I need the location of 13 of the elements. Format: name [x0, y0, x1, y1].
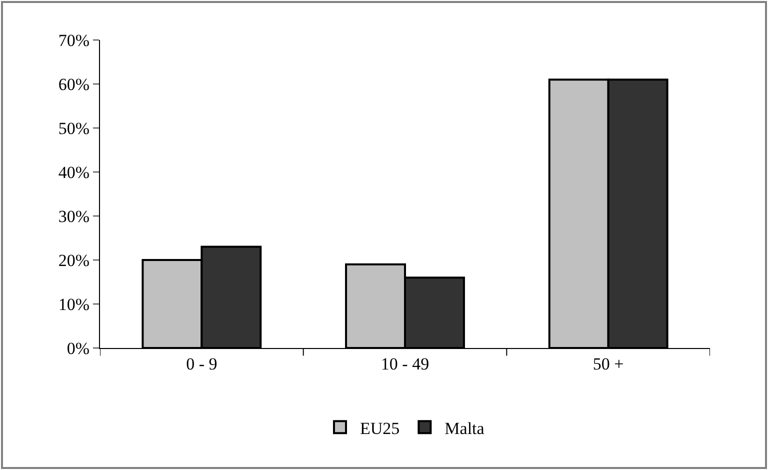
- legend-label: EU25: [360, 418, 400, 438]
- y-tick-label: 50%: [58, 118, 90, 138]
- y-tick-label: 70%: [58, 30, 90, 50]
- y-tick-label: 40%: [58, 162, 90, 182]
- y-tick-label: 10%: [58, 294, 90, 314]
- x-tick-label: 50 +: [592, 354, 624, 374]
- x-tick-label: 10 - 49: [380, 354, 430, 374]
- y-tick-label: 0%: [66, 338, 90, 358]
- y-tick-label: 60%: [58, 74, 90, 94]
- x-tick-label: 0 - 9: [186, 354, 218, 374]
- y-tick-label: 30%: [58, 206, 90, 226]
- legend-label: Malta: [444, 418, 485, 438]
- y-tick-label: 20%: [58, 250, 90, 270]
